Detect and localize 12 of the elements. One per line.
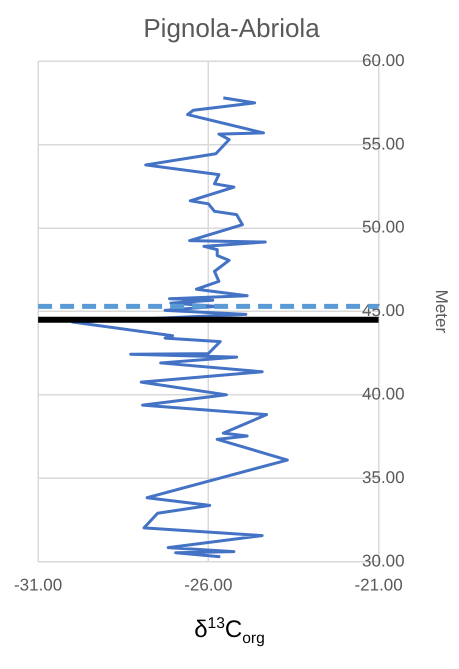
- y-tick-label: 30.00: [362, 551, 405, 570]
- y-axis-title: Meter: [432, 290, 452, 334]
- y-tick-label: 55.00: [362, 134, 405, 154]
- x-tick-label: -21.00: [354, 575, 403, 594]
- x-axis-title: δ$^{13}$C$_{org}$: [193, 615, 266, 648]
- y-tick-label: 35.00: [362, 468, 405, 487]
- x-tick-label: -26.00: [184, 575, 232, 594]
- chart-title: Pignola-Abriola: [143, 12, 320, 43]
- x-tick-label: -31.00: [14, 575, 62, 594]
- y-tick-label: 50.00: [362, 218, 405, 237]
- y-tick-label: 60.00: [362, 50, 405, 70]
- y-tick-label: 40.00: [362, 384, 405, 404]
